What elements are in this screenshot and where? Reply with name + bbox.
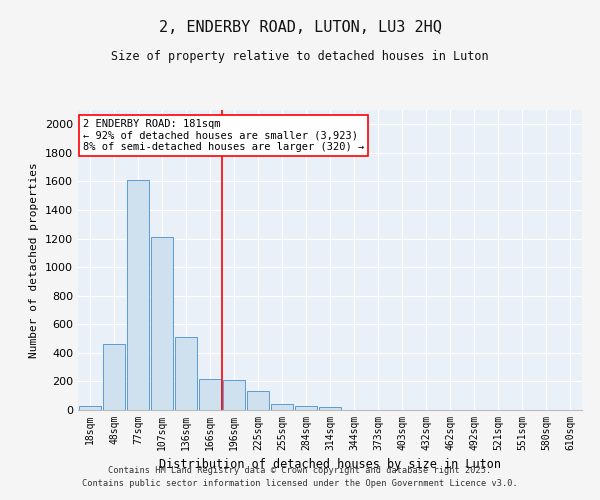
Bar xyxy=(103,344,125,410)
Bar xyxy=(151,237,173,410)
Bar xyxy=(271,404,293,410)
Bar xyxy=(247,392,269,410)
Bar xyxy=(223,380,245,410)
Text: Size of property relative to detached houses in Luton: Size of property relative to detached ho… xyxy=(111,50,489,63)
Bar xyxy=(127,180,149,410)
Bar xyxy=(319,407,341,410)
Bar xyxy=(295,406,317,410)
Text: Contains HM Land Registry data © Crown copyright and database right 2025.
Contai: Contains HM Land Registry data © Crown c… xyxy=(82,466,518,487)
X-axis label: Distribution of detached houses by size in Luton: Distribution of detached houses by size … xyxy=(159,458,501,471)
Text: 2, ENDERBY ROAD, LUTON, LU3 2HQ: 2, ENDERBY ROAD, LUTON, LU3 2HQ xyxy=(158,20,442,35)
Y-axis label: Number of detached properties: Number of detached properties xyxy=(29,162,40,358)
Bar xyxy=(79,406,101,410)
Text: 2 ENDERBY ROAD: 181sqm
← 92% of detached houses are smaller (3,923)
8% of semi-d: 2 ENDERBY ROAD: 181sqm ← 92% of detached… xyxy=(83,119,364,152)
Bar xyxy=(175,337,197,410)
Bar xyxy=(199,378,221,410)
